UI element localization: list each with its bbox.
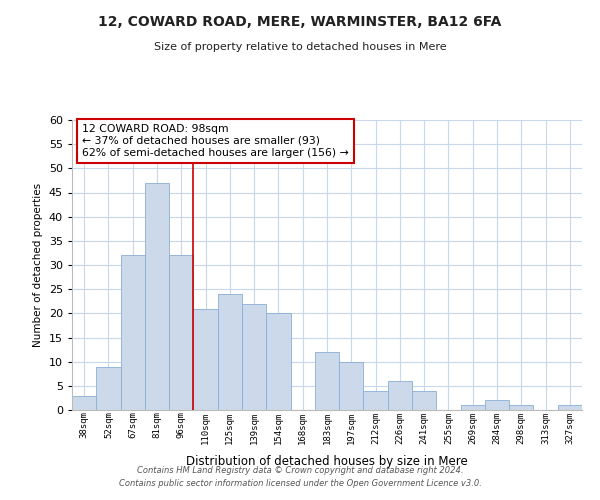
Bar: [412, 390, 436, 410]
Bar: [558, 405, 582, 410]
Bar: [315, 352, 339, 410]
Bar: [461, 405, 485, 410]
Bar: [509, 405, 533, 410]
Bar: [388, 381, 412, 410]
Text: Size of property relative to detached houses in Mere: Size of property relative to detached ho…: [154, 42, 446, 52]
Bar: [145, 183, 169, 410]
Bar: [485, 400, 509, 410]
X-axis label: Distribution of detached houses by size in Mere: Distribution of detached houses by size …: [186, 455, 468, 468]
Text: 12, COWARD ROAD, MERE, WARMINSTER, BA12 6FA: 12, COWARD ROAD, MERE, WARMINSTER, BA12 …: [98, 15, 502, 29]
Bar: [218, 294, 242, 410]
Text: 12 COWARD ROAD: 98sqm
← 37% of detached houses are smaller (93)
62% of semi-deta: 12 COWARD ROAD: 98sqm ← 37% of detached …: [82, 124, 349, 158]
Bar: [193, 308, 218, 410]
Bar: [121, 256, 145, 410]
Y-axis label: Number of detached properties: Number of detached properties: [33, 183, 43, 347]
Bar: [339, 362, 364, 410]
Bar: [242, 304, 266, 410]
Bar: [364, 390, 388, 410]
Text: Contains HM Land Registry data © Crown copyright and database right 2024.
Contai: Contains HM Land Registry data © Crown c…: [119, 466, 481, 487]
Bar: [266, 314, 290, 410]
Bar: [96, 366, 121, 410]
Bar: [72, 396, 96, 410]
Bar: [169, 256, 193, 410]
